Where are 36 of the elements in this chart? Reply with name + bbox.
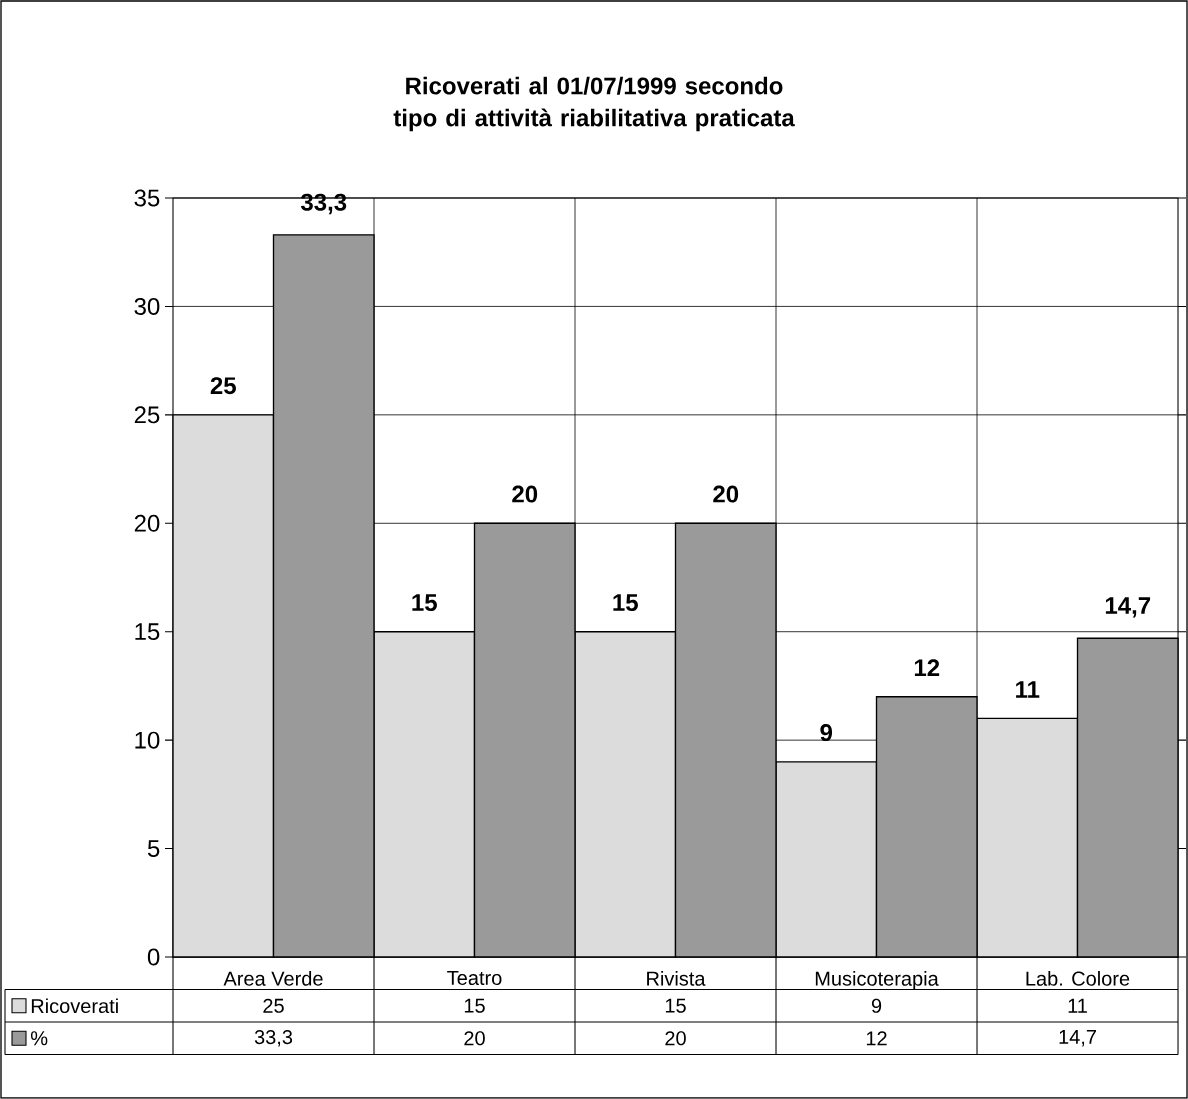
data-label: 9 [871, 998, 882, 1013]
text: 14,7 [1105, 597, 1151, 618]
data-label: 20 [464, 1031, 485, 1046]
chart-title: Ricoverati al 01/07/1999 secondo tipo di attività riabilitativa praticata [393, 76, 795, 132]
text: 20 [713, 485, 739, 503]
y-tick-label: 5 [147, 840, 160, 857]
text: 12 [914, 659, 940, 677]
x-tick-label: Area Verde [223, 971, 323, 986]
text: 15 [412, 594, 437, 611]
y-tick-label: 15 [135, 623, 160, 641]
y-tick-label: 25 [134, 406, 160, 424]
y-tick-label: 0 [147, 948, 160, 966]
data-label: 11 [1068, 998, 1087, 1013]
data-label: 33,3 [254, 1029, 293, 1047]
text: 9 [820, 724, 833, 742]
data-label: 12 [866, 1031, 887, 1046]
data-label: 15 [464, 998, 485, 1013]
x-tick-label: Teatro [447, 971, 502, 985]
x-tick-label: Musicoterapia [815, 971, 939, 990]
x-tick-label: Lab. Colore [1026, 971, 1130, 986]
text: 11 [1016, 681, 1040, 698]
data-label: 15 [665, 998, 686, 1013]
data-label: 20 [665, 1031, 686, 1046]
data-label: 14,7 [1059, 1030, 1096, 1047]
legend-label: Ricoverati [31, 998, 118, 1014]
text: 33,3 [300, 193, 347, 215]
text: 25 [210, 377, 236, 395]
text: 15 [613, 594, 638, 611]
text: 20 [512, 485, 538, 503]
y-tick-label: 20 [134, 514, 160, 532]
legend-label: % [30, 1031, 48, 1046]
y-tick-label: 10 [135, 731, 160, 749]
data-label: 25 [263, 998, 284, 1013]
x-tick-label: Rivista [647, 971, 706, 986]
y-tick-label: 35 [134, 189, 160, 207]
y-tick-label: 30 [134, 297, 160, 315]
